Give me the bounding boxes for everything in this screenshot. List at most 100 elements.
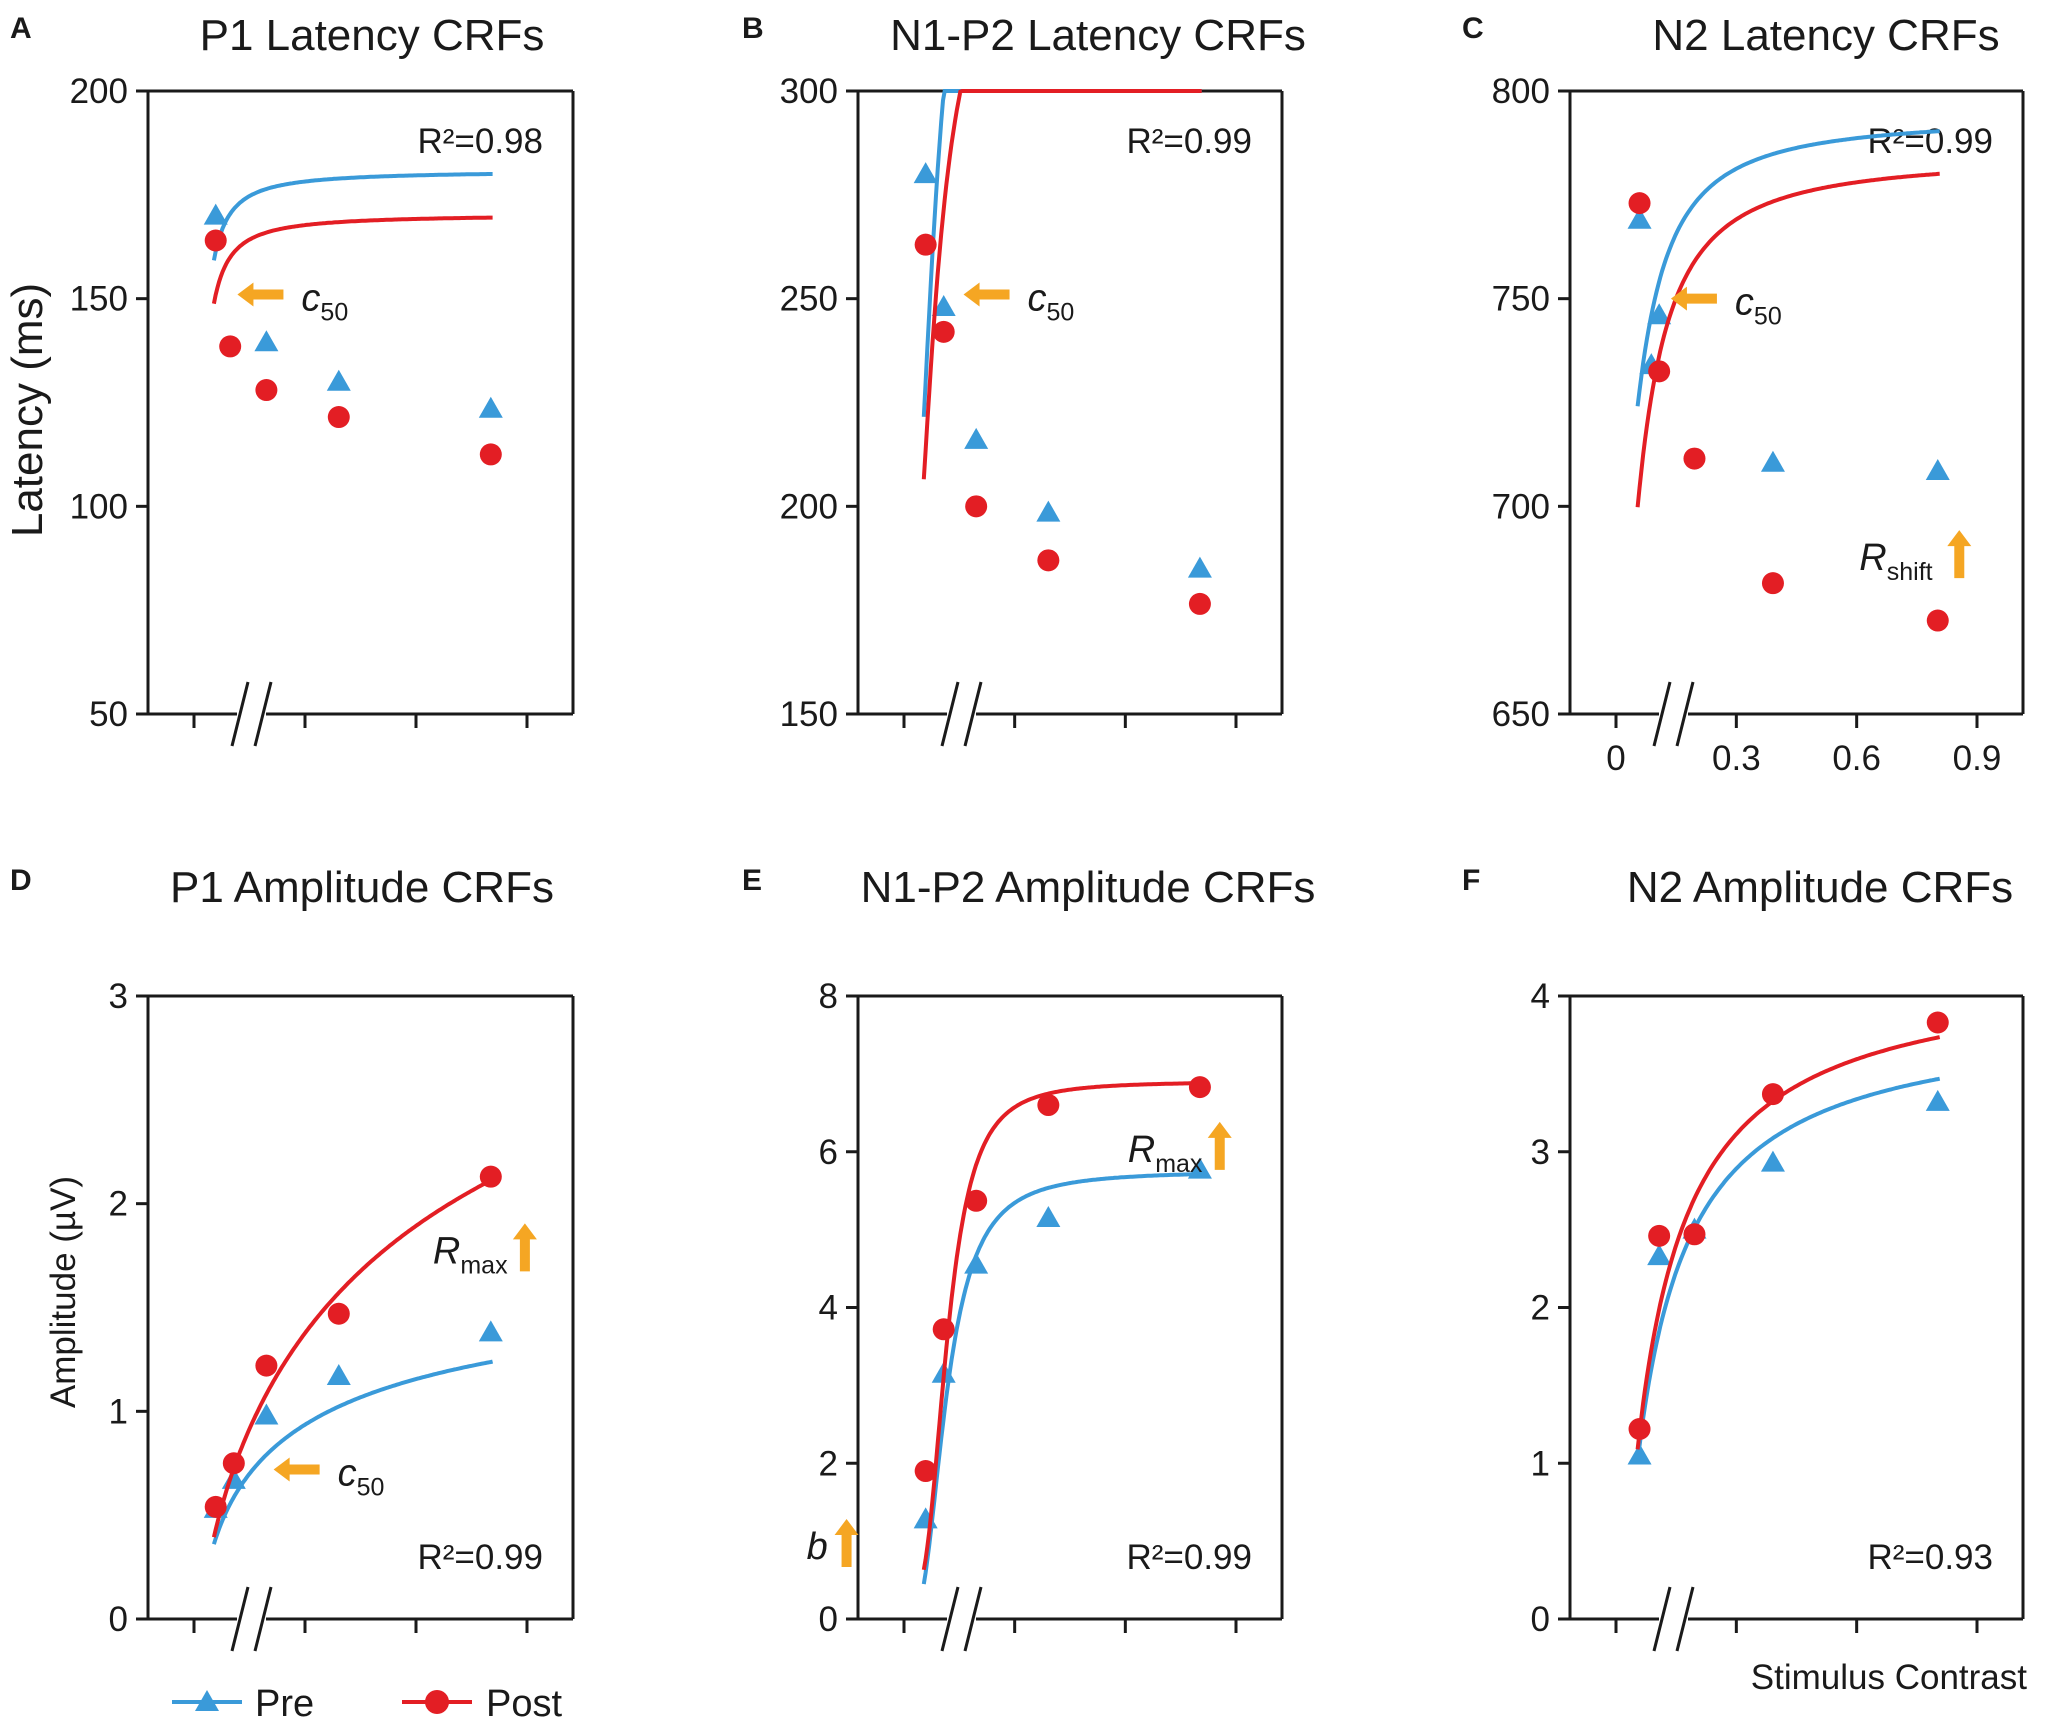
panel-f: F N2 Amplitude CRFs 0 1 2 3 4 Stimulus Contrast… xyxy=(1462,863,2027,1697)
series-pre xyxy=(1627,1076,1950,1465)
annotation-rshift: Rshift xyxy=(1859,537,1932,586)
y-axis-title-amplitude: Amplitude (µV) xyxy=(44,1176,83,1408)
r-squared-label: R²=0.99 xyxy=(1127,122,1253,161)
panel-letter: B xyxy=(742,12,764,45)
data-point-post xyxy=(1628,1417,1651,1440)
axis-break-mark xyxy=(1652,681,1672,747)
data-point-post xyxy=(204,229,227,252)
fit-curve-pre xyxy=(211,172,493,261)
data-point-post xyxy=(222,1452,245,1475)
data-point-post xyxy=(932,1318,955,1341)
panel-title: N1-P2 Amplitude CRFs xyxy=(861,863,1316,912)
data-point-post xyxy=(1926,1011,1949,1034)
annotation-c50-main: c xyxy=(338,1452,357,1494)
panel-d: D P1 Amplitude CRFs 0 1 2 3 R²=0.99 c50 Rmax xyxy=(10,863,575,1652)
axis-break-mark xyxy=(963,1586,983,1652)
axis-break-mark xyxy=(1675,1586,1695,1652)
annotation-c50: c50 xyxy=(1028,278,1075,327)
y-tick-label: 200 xyxy=(70,72,128,111)
data-point-pre xyxy=(1036,500,1061,522)
fit-curve-pre xyxy=(211,1359,494,1545)
data-point-post xyxy=(1037,1094,1060,1117)
r-squared-label: R²=0.93 xyxy=(1868,1538,1994,1577)
data-point-post xyxy=(1761,572,1784,595)
series-post xyxy=(914,1076,1211,1571)
fit-curve-post xyxy=(921,89,1202,480)
r-squared-label: R²=0.99 xyxy=(1868,122,1994,161)
panel-title: P1 Latency CRFs xyxy=(200,11,545,60)
annotation-c50: c50 xyxy=(301,278,348,327)
axis-break-mark xyxy=(940,681,960,747)
y-tick-label: 800 xyxy=(1492,72,1550,111)
data-point-pre xyxy=(913,162,938,184)
data-point-post xyxy=(1926,609,1949,632)
annotation-rmax-sub: max xyxy=(460,1251,508,1279)
y-tick-label: 100 xyxy=(70,487,128,526)
data-point-post xyxy=(914,233,937,256)
panel-letter: C xyxy=(1462,12,1484,45)
y-tick-label: 4 xyxy=(1531,977,1550,1016)
y-tick-label: 700 xyxy=(1492,487,1550,526)
data-point-pre xyxy=(478,396,503,418)
axis-break-mark xyxy=(253,1586,273,1652)
x-tick-label: 0.6 xyxy=(1832,739,1881,778)
fit-curve-post xyxy=(1635,1035,1941,1450)
data-point-post xyxy=(1761,1083,1784,1106)
arrow-left-icon xyxy=(237,282,284,307)
data-point-pre xyxy=(326,369,351,391)
y-tick-label: 0 xyxy=(1531,1600,1550,1639)
data-point-post xyxy=(327,406,350,429)
x-tick-label: 0.3 xyxy=(1712,739,1761,778)
series-post xyxy=(204,215,502,466)
series-pre xyxy=(1627,129,1950,481)
series-post xyxy=(914,89,1211,615)
fit-curve-post xyxy=(211,1177,494,1538)
data-point-pre xyxy=(1925,1089,1950,1111)
fit-curve-pre xyxy=(1635,129,1940,407)
series-post xyxy=(204,1165,502,1538)
y-tick-label: 750 xyxy=(1492,280,1550,319)
y-axis-title-latency: Latency (ms) xyxy=(3,283,52,537)
r-squared-label: R²=0.99 xyxy=(1127,1538,1253,1577)
data-point-pre xyxy=(964,427,989,449)
data-point-pre xyxy=(203,203,228,225)
data-point-post xyxy=(1648,360,1671,383)
panel-b: B N1-P2 Latency CRFs 150 200 250 300 R²=0.99 c5… xyxy=(742,11,1306,747)
annotation-c50-main: c xyxy=(1028,278,1047,320)
panel-e: E N1-P2 Amplitude CRFs 0 2 4 6 8 R²=0.99 Rmax b xyxy=(742,863,1316,1652)
fit-curve-post xyxy=(921,1081,1202,1571)
annotation-rmax: Rmax xyxy=(1128,1129,1203,1178)
y-tick-label: 2 xyxy=(1531,1289,1550,1328)
annotation-rmax-main: R xyxy=(433,1230,460,1272)
data-point-post xyxy=(327,1302,350,1325)
data-point-post xyxy=(219,335,242,358)
data-point-pre xyxy=(1647,303,1672,325)
data-point-post xyxy=(479,443,502,466)
data-point-post xyxy=(479,1165,502,1188)
panel-letter: E xyxy=(742,864,762,897)
data-point-pre xyxy=(1627,207,1652,229)
axis-break-mark xyxy=(253,681,273,747)
annotation-rmax-sub: max xyxy=(1155,1150,1203,1178)
data-point-post xyxy=(255,379,278,402)
y-tick-label: 0 xyxy=(109,1600,128,1639)
r-squared-label: R²=0.98 xyxy=(418,122,544,161)
data-point-pre xyxy=(1187,1157,1212,1179)
annotation-rshift-main: R xyxy=(1859,537,1886,579)
y-tick-label: 1 xyxy=(1531,1444,1550,1483)
y-tick-label: 150 xyxy=(780,695,838,734)
annotation-b-main: b xyxy=(807,1526,828,1568)
annotation-b: b xyxy=(807,1526,828,1568)
fit-curve-pre xyxy=(1635,1076,1941,1462)
data-point-pre xyxy=(1036,1205,1061,1227)
y-tick-label: 1 xyxy=(109,1392,128,1431)
axis-break-mark xyxy=(230,681,250,747)
y-tick-label: 250 xyxy=(780,280,838,319)
data-point-pre xyxy=(254,330,279,352)
data-point-post xyxy=(1683,1223,1706,1246)
y-tick-label: 3 xyxy=(1531,1133,1550,1172)
data-point-pre xyxy=(964,1252,989,1274)
data-point-pre xyxy=(254,1403,279,1425)
annotation-c50-sub: 50 xyxy=(1047,299,1075,327)
data-point-post xyxy=(1683,447,1706,470)
